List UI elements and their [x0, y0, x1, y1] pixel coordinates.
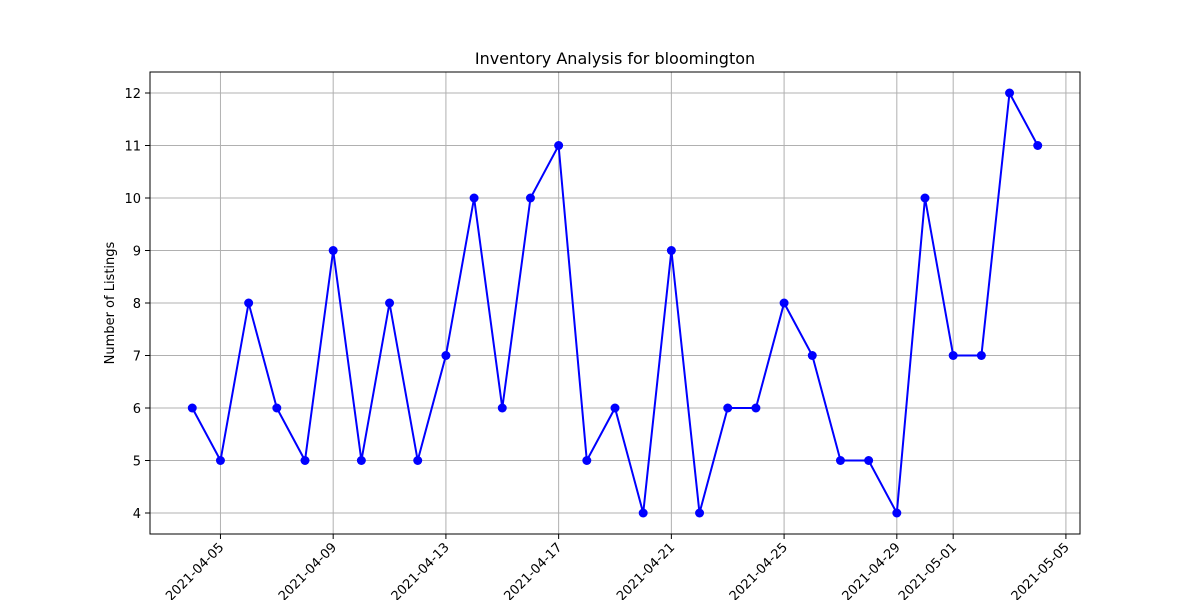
- data-point: [554, 141, 564, 150]
- data-point: [385, 298, 395, 308]
- y-tick-label: 11: [124, 140, 141, 155]
- data-point: [751, 403, 761, 413]
- data-point: [582, 456, 592, 465]
- data-point: [300, 456, 310, 465]
- data-point: [638, 508, 648, 518]
- data-point: [328, 246, 338, 255]
- x-tick-label: 2021-04-09: [276, 540, 340, 600]
- data-point: [441, 351, 451, 360]
- y-tick-label: 7: [133, 350, 141, 365]
- data-point: [413, 456, 423, 465]
- data-point: [695, 508, 705, 518]
- data-point: [215, 456, 225, 465]
- data-point: [497, 403, 507, 413]
- data-point: [525, 193, 535, 203]
- chart-title: Inventory Analysis for bloomington: [475, 49, 755, 68]
- x-tick-label: 2021-05-05: [1009, 540, 1073, 600]
- x-tick-label: 2021-04-17: [501, 540, 565, 600]
- x-tick-label: 2021-04-05: [163, 540, 227, 600]
- y-tick-label: 6: [133, 402, 141, 417]
- data-point: [356, 456, 366, 465]
- data-point: [779, 298, 789, 308]
- x-tick-label: 2021-04-21: [614, 540, 678, 600]
- series-layer: [187, 88, 1043, 518]
- y-tick-label: 12: [124, 87, 141, 102]
- data-point: [610, 403, 620, 413]
- data-point: [864, 456, 874, 465]
- y-tick-label: 4: [133, 507, 141, 522]
- x-tick-label: 2021-04-25: [727, 540, 791, 600]
- data-point: [272, 403, 282, 413]
- grid-layer: [150, 72, 1080, 534]
- y-tick-label: 9: [133, 245, 141, 260]
- y-tick-label: 5: [133, 455, 141, 470]
- y-tick-label: 10: [124, 192, 141, 207]
- tick-layer: 4 5 6 7 8 9 10 11 12 2021-04-05 2021-04-09 2021-04-…: [124, 87, 1072, 600]
- data-point: [244, 298, 254, 308]
- data-point: [1005, 88, 1015, 98]
- x-tick-label: 2021-04-29: [840, 540, 904, 600]
- data-point: [835, 456, 845, 465]
- data-point: [920, 193, 930, 203]
- data-point: [976, 351, 986, 360]
- data-point: [469, 193, 479, 203]
- data-point: [1033, 141, 1043, 150]
- data-point: [948, 351, 958, 360]
- data-point: [723, 403, 733, 413]
- data-point: [187, 403, 197, 413]
- data-point: [807, 351, 817, 360]
- x-tick-label: 2021-04-13: [389, 540, 453, 600]
- y-tick-label: 8: [133, 297, 141, 312]
- data-point: [666, 246, 676, 255]
- x-tick-label: 2021-05-01: [896, 540, 960, 600]
- y-axis-label: Number of Listings: [103, 241, 118, 364]
- data-point: [892, 508, 902, 518]
